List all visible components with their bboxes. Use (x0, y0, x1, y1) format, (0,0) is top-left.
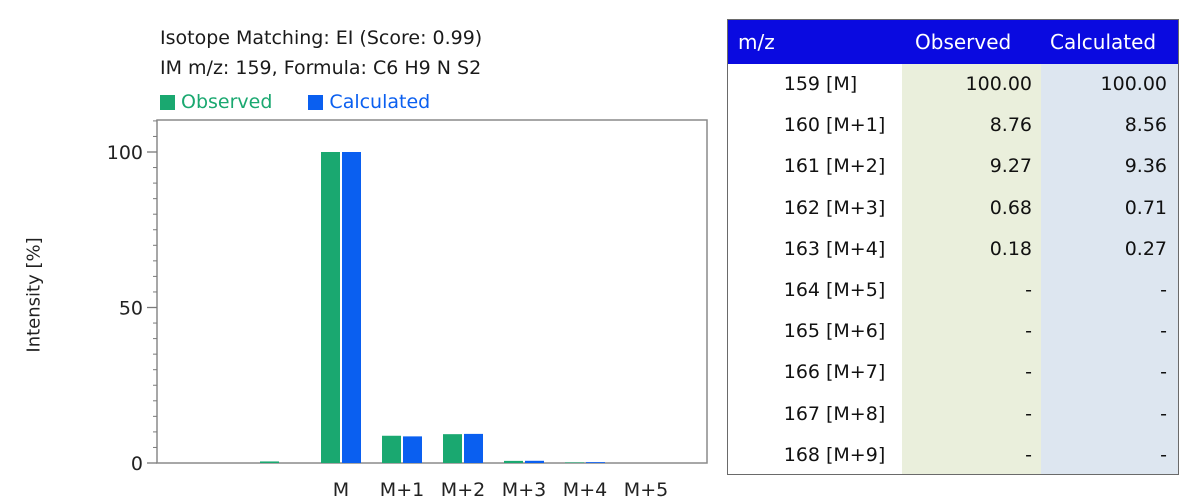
isotope-label-cell: [M+3] (826, 196, 886, 219)
calculated-cell: 8.56 (1124, 114, 1167, 137)
header-calculated[interactable]: Calculated (1050, 30, 1157, 54)
isotope-label-cell: [M] (826, 73, 858, 95)
mz-cell: 167 (783, 402, 820, 425)
bar-observed (382, 435, 401, 463)
bar-observed (443, 434, 462, 463)
table-row[interactable]: 164 [M+5] - - (728, 270, 1178, 311)
mz-cell: 163 (783, 237, 820, 260)
observed-cell: - (1025, 278, 1032, 301)
table-row[interactable]: 167 [M+8] - - (728, 394, 1178, 435)
bar-calculated (525, 460, 544, 463)
calculated-cell: 0.71 (1124, 196, 1167, 219)
legend-label-calculated: Calculated (329, 91, 431, 113)
mz-cell: 165 (783, 320, 820, 343)
bar-group (260, 152, 605, 463)
isotope-label-cell: [M+5] (826, 278, 886, 301)
x-tick-label: M+4 (563, 479, 607, 501)
calculated-cell: - (1160, 361, 1167, 384)
table-header: m/z Observed Calculated (728, 20, 1178, 64)
isotope-label-cell: [M+4] (826, 237, 886, 260)
calculated-cell: - (1160, 320, 1167, 343)
legend-item-observed: Observed (160, 91, 272, 113)
bar-observed (260, 461, 279, 463)
table-row[interactable]: 168 [M+9] - - (728, 435, 1178, 474)
isotope-label-cell: [M+1] (826, 114, 886, 137)
x-tick-label: M+3 (502, 479, 546, 501)
mz-cell: 160 (783, 114, 820, 137)
chart-title: Isotope Matching: EI (Score: 0.99) (160, 27, 483, 49)
x-tick-label: M+1 (380, 479, 424, 501)
table-row[interactable]: 163 [M+4] 0.18 0.27 (728, 229, 1178, 270)
bar-observed (321, 152, 340, 463)
observed-cell: - (1025, 361, 1032, 384)
calculated-cell: - (1160, 402, 1167, 425)
isotope-table: m/z Observed Calculated 159 [M] 100.00 100.… (727, 19, 1179, 475)
observed-cell: 100.00 (965, 73, 1032, 95)
isotope-label-cell: [M+9] (826, 443, 886, 466)
y-axis-label: Intensity [%] (23, 237, 45, 353)
y-tick-label: 0 (131, 453, 143, 475)
bar-calculated (586, 462, 605, 463)
mz-cell: 162 (783, 196, 820, 219)
x-tick-label-group: M M+1 M+2 M+3 M+4 M+5 (333, 479, 668, 501)
isotope-label-cell: [M+8] (826, 402, 886, 425)
header-observed[interactable]: Observed (915, 30, 1012, 54)
table-row[interactable]: 166 [M+7] - - (728, 352, 1178, 393)
observed-column-background (902, 64, 1041, 474)
observed-cell: - (1025, 443, 1032, 466)
table-row[interactable]: 160 [M+1] 8.76 8.56 (728, 105, 1178, 146)
legend-swatch-calculated (308, 94, 324, 110)
plot-frame (156, 119, 708, 464)
observed-cell: 0.18 (989, 237, 1032, 260)
x-tick-label: M+2 (441, 479, 485, 501)
observed-cell: - (1025, 402, 1032, 425)
observed-cell: 8.76 (989, 114, 1032, 137)
y-tick-label: 100 (107, 142, 143, 164)
table-body: 159 [M] 100.00 100.00 160 [M+1] 8.76 8.56 161 [M+… (728, 64, 1178, 474)
calculated-column-background (1041, 64, 1178, 474)
observed-cell: - (1025, 320, 1032, 343)
major-tick-group: 0 50 100 (107, 142, 157, 475)
chart-legend: Observed Calculated (160, 91, 466, 113)
mz-cell: 164 (783, 278, 820, 301)
bar-calculated (403, 436, 422, 463)
isotope-label-cell: [M+6] (826, 320, 886, 343)
calculated-cell: 100.00 (1100, 73, 1167, 95)
bar-calculated (342, 152, 361, 463)
minor-tick-group (153, 120, 157, 448)
table-row[interactable]: 161 [M+2] 9.27 9.36 (728, 146, 1178, 187)
x-tick-label: M (333, 479, 349, 501)
mz-cell: 159 (783, 73, 820, 95)
observed-cell: 9.27 (989, 155, 1032, 178)
mz-cell: 168 (783, 443, 820, 466)
table-row[interactable]: 162 [M+3] 0.68 0.71 (728, 188, 1178, 229)
table-row[interactable]: 165 [M+6] - - (728, 311, 1178, 352)
legend-item-calculated: Calculated (308, 91, 430, 113)
table-row[interactable]: 159 [M] 100.00 100.00 (728, 64, 1178, 105)
isotope-label-cell: [M+2] (826, 155, 886, 178)
legend-label-observed: Observed (181, 91, 273, 113)
calculated-cell: 9.36 (1124, 155, 1167, 178)
legend-swatch-observed (160, 94, 175, 110)
calculated-cell: 0.27 (1124, 237, 1167, 260)
bar-observed (565, 462, 584, 463)
observed-cell: 0.68 (989, 196, 1032, 219)
calculated-cell: - (1160, 278, 1167, 301)
isotope-chart: 0 50 100 M M+1 M+2 M+3 M+4 M+5 (107, 119, 708, 501)
isotope-label-cell: [M+7] (826, 361, 886, 384)
header-mz[interactable]: m/z (738, 30, 775, 54)
bar-calculated (464, 433, 483, 463)
chart-subtitle: IM m/z: 159, Formula: C6 H9 N S2 (160, 57, 482, 79)
calculated-cell: - (1160, 443, 1167, 466)
x-tick-label: M+5 (624, 479, 668, 501)
bar-observed (504, 460, 523, 463)
mz-cell: 166 (783, 361, 820, 384)
mz-cell: 161 (783, 155, 820, 178)
y-tick-label: 50 (119, 298, 143, 320)
